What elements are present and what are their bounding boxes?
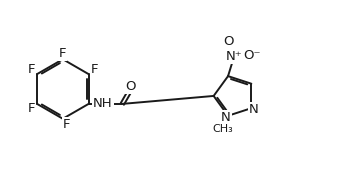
Text: CH₃: CH₃ [213, 124, 234, 134]
Text: N: N [221, 111, 231, 124]
Text: F: F [63, 118, 70, 131]
Text: F: F [59, 47, 67, 60]
Text: F: F [28, 63, 35, 76]
Text: O: O [223, 35, 234, 48]
Text: N: N [248, 103, 258, 116]
Text: F: F [28, 102, 35, 115]
Text: F: F [90, 63, 98, 76]
Text: NH: NH [93, 97, 113, 110]
Text: O⁻: O⁻ [244, 49, 261, 62]
Text: N⁺: N⁺ [226, 50, 242, 63]
Text: O: O [125, 80, 135, 93]
